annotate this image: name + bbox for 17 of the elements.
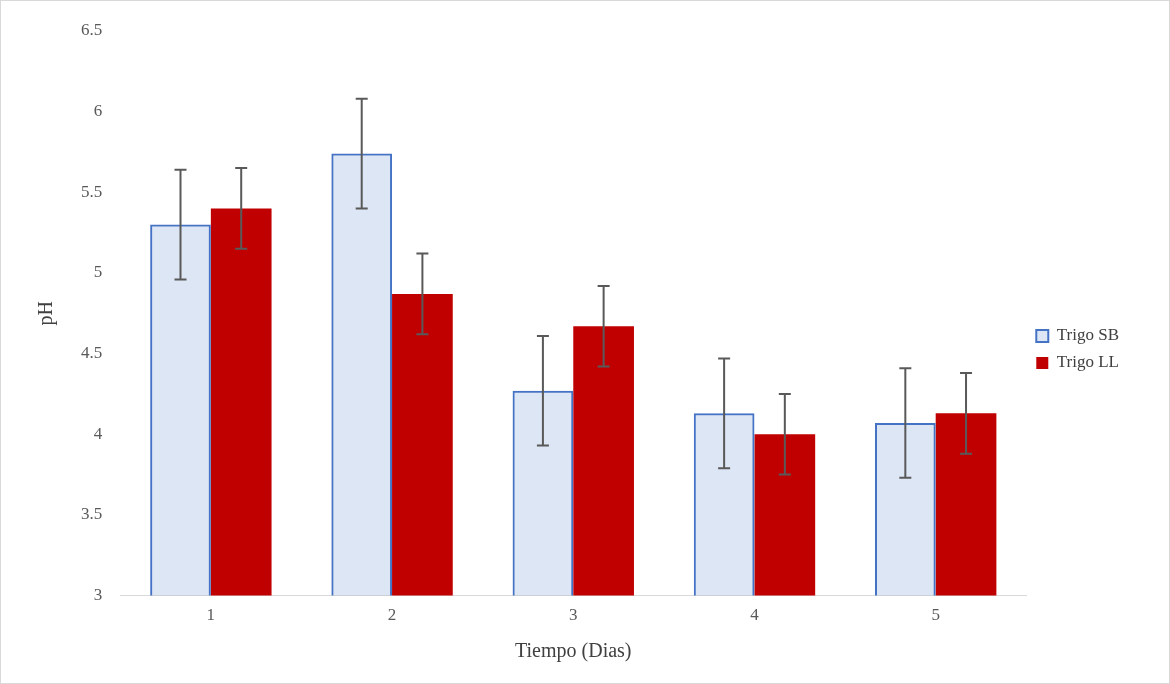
x-tick-label: 1 <box>206 605 216 625</box>
x-tick-label: 4 <box>750 605 760 625</box>
y-tick-label: 5 <box>93 262 103 282</box>
y-tick-label: 6 <box>93 101 103 121</box>
y-axis-title: pH <box>34 301 58 326</box>
y-tick-label: 3.5 <box>81 504 103 524</box>
y-tick-label: 6.5 <box>81 20 103 40</box>
x-tick-label: 2 <box>387 605 397 625</box>
x-axis-title: Tiempo (Dias) <box>515 639 632 663</box>
y-tick-label: 4.5 <box>81 343 103 363</box>
legend-label: Trigo LL <box>1056 352 1119 372</box>
x-tick-label: 5 <box>931 605 940 625</box>
y-tick-label: 4 <box>93 423 103 443</box>
x-tick-label: 3 <box>569 605 578 625</box>
y-tick-label: 5.5 <box>81 181 103 201</box>
legend-label: Trigo SB <box>1056 325 1119 345</box>
y-tick-label: 3 <box>93 585 103 605</box>
